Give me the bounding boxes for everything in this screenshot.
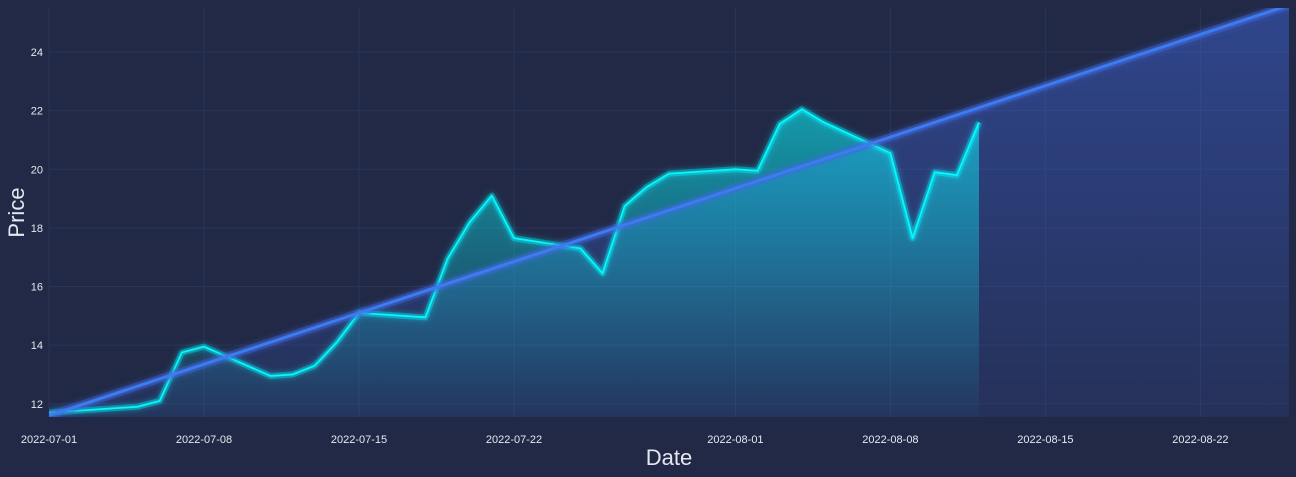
x-tick-label: 2022-07-01 <box>21 434 77 446</box>
y-axis-tick-labels: 12 14 16 18 20 22 24 <box>31 47 43 411</box>
x-tick-label: 2022-07-22 <box>486 434 542 446</box>
y-axis-title: Price <box>4 187 29 237</box>
y-tick-label: 14 <box>31 340 43 352</box>
price-line <box>49 108 980 414</box>
x-tick-label: 2022-07-15 <box>331 434 387 446</box>
y-tick-label: 18 <box>31 223 43 235</box>
x-tick-label: 2022-08-15 <box>1017 434 1073 446</box>
y-tick-label: 16 <box>31 282 43 294</box>
y-tick-label: 22 <box>31 106 43 118</box>
trend-line <box>49 8 1285 417</box>
y-tick-label: 24 <box>31 47 43 59</box>
x-tick-label: 2022-08-01 <box>707 434 763 446</box>
x-tick-label: 2022-07-08 <box>176 434 232 446</box>
y-tick-label: 12 <box>31 399 43 411</box>
x-axis-tick-labels: 2022-07-01 2022-07-08 2022-07-15 2022-07-22… <box>21 434 1229 446</box>
x-tick-label: 2022-08-08 <box>862 434 918 446</box>
y-tick-label: 20 <box>31 164 43 176</box>
x-axis-title: Date <box>646 445 692 470</box>
x-tick-label: 2022-08-22 <box>1172 434 1228 446</box>
